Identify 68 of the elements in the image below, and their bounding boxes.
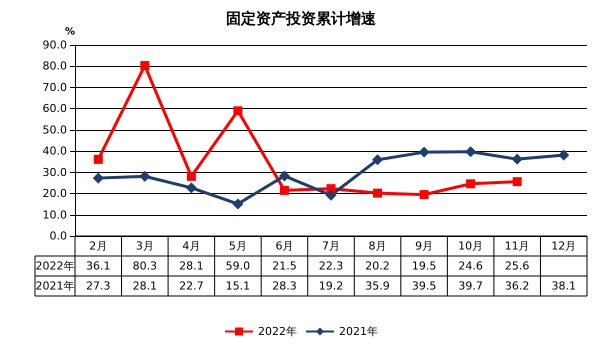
data-label: 22.7 <box>179 280 204 292</box>
point <box>326 190 336 201</box>
data-label: 28.1 <box>179 260 204 272</box>
point <box>232 198 244 210</box>
data-label: 35.9 <box>365 280 390 292</box>
point <box>558 150 570 161</box>
data-label: 20.2 <box>365 260 390 272</box>
point <box>372 154 384 166</box>
data-label: 19.5 <box>412 260 436 272</box>
data-label: 39.5 <box>412 280 436 292</box>
data-label: 38.1 <box>551 280 576 292</box>
legend-label: 2022年 <box>258 325 298 338</box>
data-label: 15.1 <box>226 280 250 292</box>
x-tick-label: 7月 <box>322 240 340 252</box>
data-label: 36.2 <box>504 280 530 292</box>
y-tick-label: 50.0 <box>42 123 67 136</box>
point <box>186 182 197 194</box>
y-tick-label: 20.0 <box>42 187 67 200</box>
data-label: 80.3 <box>132 260 158 272</box>
y-tick-label: 80.0 <box>42 60 67 73</box>
data-label: 27.3 <box>86 280 111 292</box>
data-label: 19.2 <box>318 280 344 292</box>
point <box>466 179 476 188</box>
y-tick-label: 10.0 <box>42 208 67 222</box>
text: 2022年 <box>36 260 74 272</box>
y-axis-title: % <box>64 26 75 38</box>
y-tick-label: 70.0 <box>42 80 67 94</box>
point <box>418 146 430 158</box>
data-label: 24.6 <box>458 260 483 272</box>
x-tick-label: 4月 <box>182 240 200 252</box>
y-tick-label: 40.0 <box>42 144 67 158</box>
x-tick-label: 8月 <box>368 240 387 252</box>
text: 2021年 <box>36 280 74 292</box>
point <box>278 170 290 182</box>
chart-title: 固定资产投资累计增速 <box>226 10 377 28</box>
data-label: 22.3 <box>318 260 344 272</box>
data-label: 36.1 <box>86 260 111 272</box>
point <box>92 172 104 184</box>
x-tick-label: 3月 <box>136 240 154 252</box>
data-label: 39.7 <box>458 280 483 292</box>
y-tick-label: 0.0 <box>50 230 67 242</box>
x-tick-label: 5月 <box>228 240 247 252</box>
data-label: 28.1 <box>132 280 158 292</box>
data-label: 25.6 <box>504 260 530 272</box>
y-tick-label: 60.0 <box>42 102 67 116</box>
point <box>139 170 150 182</box>
point <box>512 177 522 186</box>
point <box>465 146 476 158</box>
x-tick-label: 9月 <box>415 240 434 252</box>
x-tick-label: 2月 <box>89 240 108 252</box>
x-tick-label: 10月 <box>458 240 484 252</box>
point <box>373 188 382 198</box>
point <box>280 186 289 195</box>
y-tick-label: 30.0 <box>42 166 67 179</box>
x-tick-label: 6月 <box>275 240 294 252</box>
point <box>140 61 150 70</box>
point <box>233 106 242 116</box>
data-label: 21.5 <box>272 260 297 272</box>
y-tick-label: 90.0 <box>42 38 67 52</box>
point <box>420 190 429 200</box>
data-label: 59.0 <box>226 260 250 272</box>
point <box>94 154 103 164</box>
data-label: 28.3 <box>272 280 297 292</box>
point <box>512 154 523 165</box>
point <box>186 172 196 181</box>
legend-label: 2021年 <box>339 325 378 338</box>
x-tick-label: 12月 <box>551 240 576 252</box>
x-tick-label: 11月 <box>504 240 530 252</box>
